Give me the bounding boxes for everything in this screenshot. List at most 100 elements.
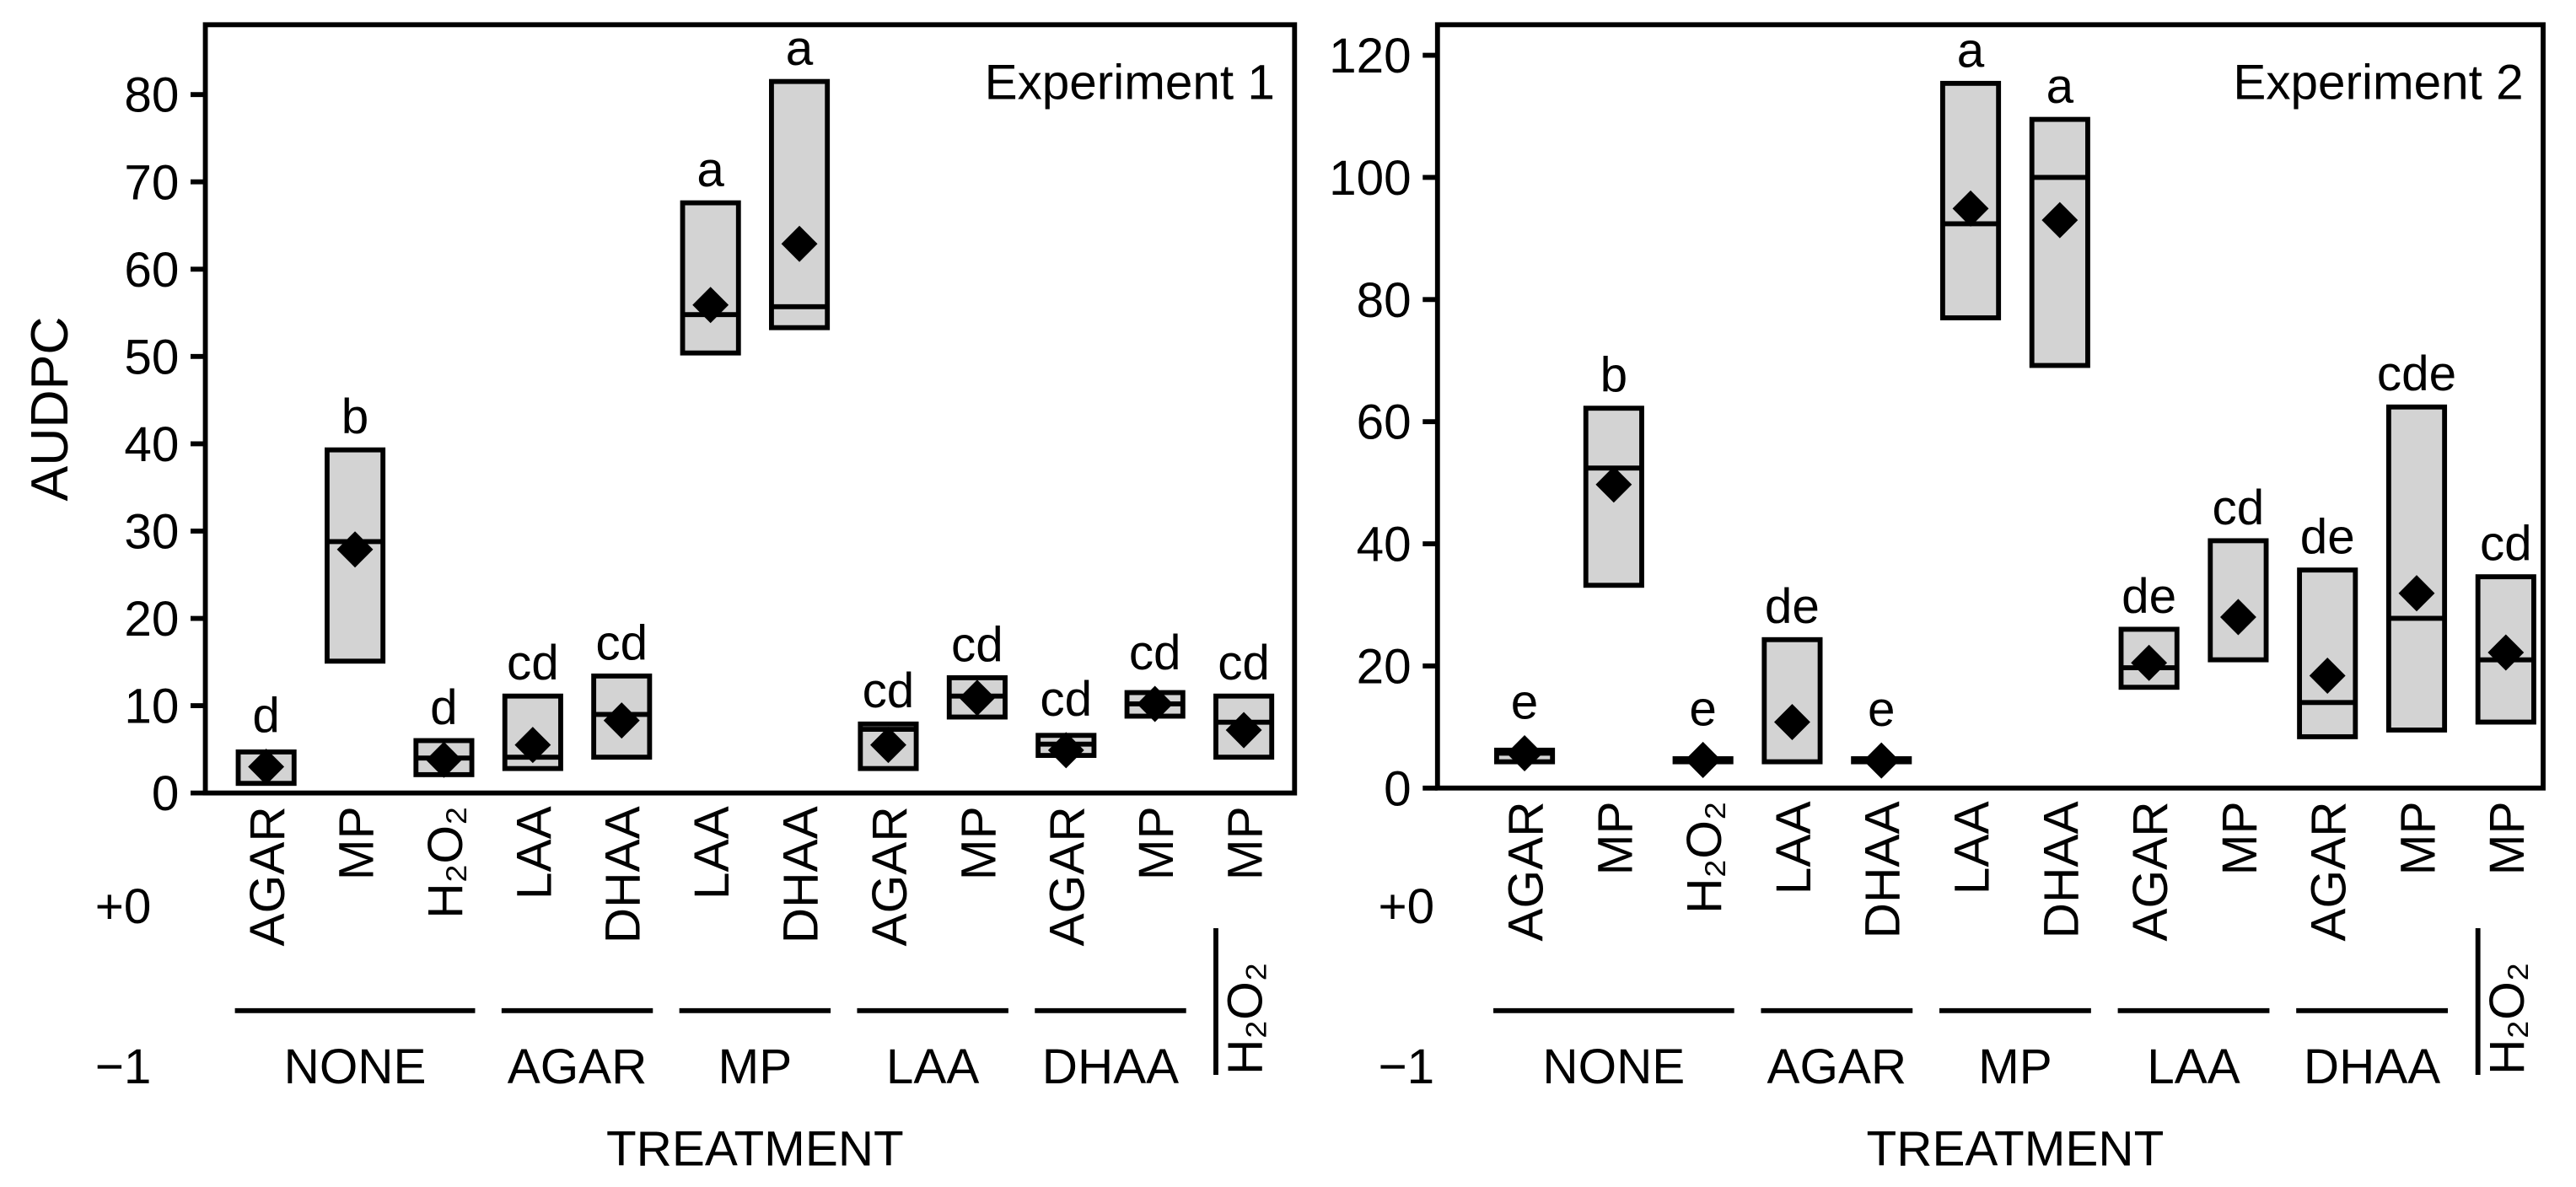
panel-title: Experiment 2 (2233, 55, 2523, 110)
range-box (1213, 693, 1275, 760)
mean-diamond (2131, 644, 2168, 681)
x-tick-label: AGAR (2123, 801, 2178, 941)
plot-frame (1434, 22, 2546, 791)
row-label: +0 (95, 879, 152, 934)
y-tick-label: 50 (124, 330, 179, 384)
significance-letter: cde (2377, 346, 2456, 401)
group-label: H₂O₂ (2480, 962, 2535, 1075)
x-tick-label: MP (2391, 801, 2446, 875)
x-tick-label: MP (951, 806, 1006, 880)
range-box (680, 200, 741, 356)
y-tick-label: 60 (124, 243, 179, 298)
range-box (2029, 116, 2090, 368)
significance-letter: a (786, 21, 814, 76)
mean-diamond (1137, 685, 1174, 722)
mean-diamond (603, 702, 640, 739)
significance-letter: d (430, 680, 458, 735)
mean-diamond (1952, 190, 1989, 227)
x-tick-label: LAA (1767, 801, 1821, 894)
significance-letter: de (2300, 510, 2355, 565)
mean-diamond (870, 727, 906, 764)
x-tick-label: AGAR (240, 806, 295, 946)
x-tick-label: DHAA (1856, 801, 1911, 938)
significance-letter: d (252, 688, 280, 743)
mean-diamond (1225, 712, 1262, 749)
panel-experiment-1: 0 10 20 30 40 50 60 70 80 Experiment 1 AUDPC d AGAR b… (20, 21, 1298, 1177)
y-axis-label: AUDPC (20, 316, 79, 501)
mean-diamond (2398, 575, 2435, 612)
y-tick-label: 30 (124, 504, 179, 559)
group-label: DHAA (1042, 1039, 1179, 1094)
y-tick-label: 20 (1357, 639, 1412, 694)
significance-letter: cd (1040, 672, 1092, 727)
x-tick-label: LAA (1945, 801, 2000, 894)
y-tick-label: 40 (1357, 517, 1412, 572)
y-tick-label: 120 (1329, 29, 1412, 83)
row-label: −1 (95, 1039, 152, 1094)
group-label: H₂O₂ (1218, 962, 1273, 1075)
significance-letter: cd (507, 636, 559, 690)
mean-diamond (248, 749, 285, 786)
y-tick-label: 70 (124, 155, 179, 210)
significance-letter: e (1511, 674, 1539, 729)
y-tick-label: 80 (124, 68, 179, 123)
significance-letter: de (2122, 569, 2176, 624)
range-box (769, 78, 831, 330)
panel-experiment-2: 0 20 40 60 80 100 120 Experiment 2 e AGAR b MP e H₂O₂… (1329, 22, 2546, 1177)
x-tick-label: DHAA (2034, 801, 2089, 938)
x-tick-label: LAA (685, 806, 739, 900)
group-label: LAA (2147, 1039, 2240, 1094)
range-box (2297, 567, 2358, 739)
mean-diamond (1506, 734, 1543, 771)
group-label: NONE (1542, 1039, 1685, 1094)
significance-letter: e (1689, 681, 1717, 736)
x-tick-label: DHAA (596, 806, 651, 943)
y-tick-label: 0 (1384, 761, 1412, 816)
x-axis-label: TREATMENT (606, 1121, 904, 1176)
x-tick-label: MP (330, 806, 385, 880)
significance-letter: cd (1129, 626, 1181, 680)
row-label: −1 (1378, 1039, 1434, 1094)
mean-diamond (514, 727, 551, 764)
x-tick-label: AGAR (2302, 801, 2357, 941)
x-tick-label: AGAR (863, 806, 917, 946)
row-label: +0 (1378, 879, 1434, 934)
y-tick-label: 10 (124, 679, 179, 734)
x-tick-label: MP (1129, 806, 1184, 880)
y-tick-label: 100 (1329, 151, 1412, 206)
mean-diamond (1595, 466, 1632, 503)
significance-letter: b (341, 389, 369, 444)
significance-letter: e (1868, 682, 1896, 737)
y-tick-label: 20 (124, 592, 179, 647)
x-tick-label: H₂O₂ (418, 806, 473, 919)
significance-letter: cd (2213, 481, 2265, 535)
significance-letter: cd (863, 663, 915, 718)
significance-letter: a (2046, 59, 2074, 114)
y-tick-label: 0 (152, 766, 180, 821)
mean-diamond (336, 531, 374, 568)
x-tick-label: DHAA (774, 806, 829, 943)
mean-diamond (1047, 732, 1084, 769)
x-tick-label: H₂O₂ (1677, 801, 1732, 914)
x-tick-label: AGAR (1499, 801, 1554, 941)
x-axis-label: TREATMENT (1867, 1121, 2165, 1176)
group-label: DHAA (2304, 1039, 2440, 1094)
x-tick-label: MP (1588, 801, 1643, 875)
significance-letter: cd (951, 617, 1003, 672)
plot-frame (202, 22, 1298, 796)
y-tick-label: 40 (124, 417, 179, 472)
mean-diamond (781, 225, 818, 262)
x-tick-label: AGAR (1041, 806, 1095, 946)
x-tick-label: LAA (507, 806, 562, 900)
group-label: MP (1978, 1039, 2052, 1094)
significance-letter: cd (2480, 516, 2532, 571)
significance-letter: a (696, 142, 724, 197)
range-box (2385, 404, 2448, 733)
significance-letter: cd (1218, 636, 1270, 690)
group-label: AGAR (1767, 1039, 1907, 1094)
x-tick-label: MP (2480, 801, 2535, 875)
group-label: AGAR (508, 1039, 648, 1094)
range-box (1761, 636, 1823, 765)
